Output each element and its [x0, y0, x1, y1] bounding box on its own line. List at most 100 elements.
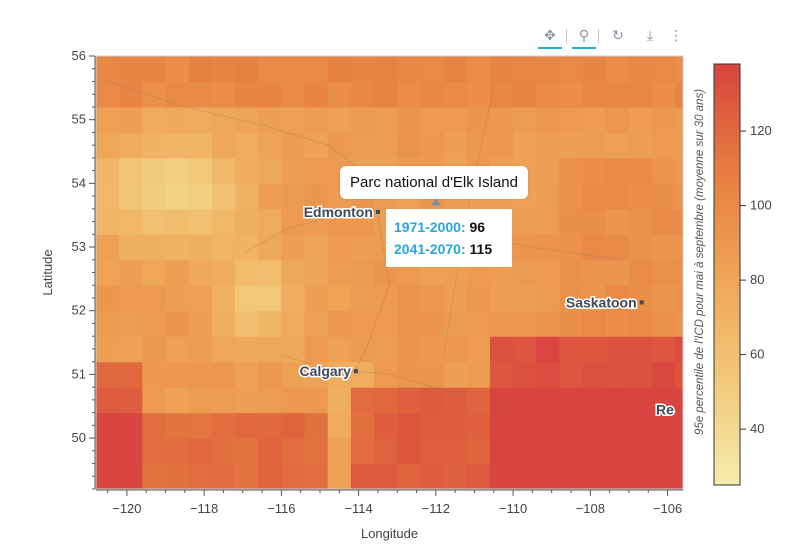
heatmap-cell	[350, 438, 375, 465]
heatmap-cell	[165, 183, 190, 210]
location-name: Parc national d'Elk Island	[350, 174, 518, 191]
heatmap-cell	[605, 234, 630, 261]
heatmap-cell	[142, 157, 167, 184]
x-tick-label: −112	[422, 501, 450, 516]
heatmap-cell	[628, 463, 653, 489]
heatmap-cell	[258, 56, 282, 57]
heatmap-cell	[559, 310, 584, 337]
heatmap-cell	[513, 106, 537, 134]
heatmap-cell	[350, 310, 375, 337]
heatmap-cell	[142, 208, 167, 235]
heatmap-cell	[536, 259, 561, 286]
heatmap-cell	[327, 361, 352, 388]
heatmap-cell	[559, 438, 584, 465]
heatmap-cell	[513, 310, 537, 337]
heatmap-cell	[582, 310, 607, 337]
heatmap-cell	[165, 106, 190, 134]
heatmap-grid	[96, 56, 683, 489]
heatmap-cell	[397, 106, 421, 134]
heatmap-cell	[582, 285, 607, 312]
heatmap-cell	[559, 336, 584, 363]
heatmap-cell	[466, 56, 491, 83]
x-tick-label: −114	[344, 501, 372, 516]
heatmap-cell	[327, 208, 352, 235]
heatmap-cell	[142, 132, 167, 159]
heatmap-cell	[582, 234, 607, 261]
heatmap-cell	[211, 208, 236, 235]
pan-icon[interactable]: ✥	[538, 25, 562, 49]
heatmap-cell	[582, 361, 607, 388]
heatmap-cell	[188, 234, 213, 261]
plot-toolbar: ✥ ⚲ ↻ ⤓ ⋮	[532, 22, 683, 52]
heatmap-cell	[211, 56, 236, 83]
heatmap-cell	[420, 285, 445, 312]
reset-icon[interactable]: ↻	[612, 28, 624, 44]
heatmap-cell	[397, 361, 421, 388]
heatmap-cell	[211, 438, 236, 465]
heatmap-cell	[281, 412, 306, 439]
heatmap-cell	[489, 387, 514, 414]
heatmap-cell	[211, 336, 236, 363]
heatmap-cell	[165, 259, 190, 286]
heatmap-cell	[327, 81, 352, 108]
period-historical: 1971-2000:	[394, 219, 466, 235]
wheel-zoom-icon[interactable]: ⚲	[572, 25, 596, 49]
basemap-line	[242, 208, 622, 261]
heatmap-cell	[605, 183, 630, 210]
heatmap-cell	[304, 387, 329, 414]
heatmap-cell	[258, 157, 282, 184]
heatmap-cell	[119, 132, 143, 159]
heatmap-cell	[258, 56, 282, 83]
heatmap-cell	[536, 463, 561, 489]
heatmap-cell	[582, 259, 607, 286]
heatmap-cell	[397, 336, 421, 363]
heatmap-cell	[235, 336, 259, 363]
heatmap-cell	[536, 412, 561, 439]
heatmap-cell	[489, 310, 514, 337]
heatmap-cell	[559, 56, 584, 83]
heatmap-cell	[211, 234, 236, 261]
heatmap-cell	[165, 285, 190, 312]
heatmap-cell	[350, 259, 375, 286]
heatmap-cell	[119, 438, 143, 465]
heatmap-cell	[304, 208, 329, 235]
heatmap-cell	[350, 361, 375, 388]
colorbar-tick-label: 100	[750, 198, 772, 213]
heatmap-cell	[675, 438, 683, 465]
heatmap-cell	[513, 132, 537, 159]
heatmap-cell	[327, 56, 352, 83]
heatmap-cell	[443, 56, 468, 57]
heatmap-cell	[165, 387, 190, 414]
heatmap-cell	[327, 336, 352, 363]
heatmap-cell	[281, 132, 306, 159]
heatmap-cell	[350, 285, 375, 312]
heatmap-cell	[420, 361, 445, 388]
heatmap-cell	[443, 56, 468, 83]
heatmap-cell	[605, 132, 630, 159]
heatmap-cell	[188, 361, 213, 388]
heatmap-cell	[188, 208, 213, 235]
heatmap-cell	[675, 157, 683, 184]
heatmap-cell	[605, 463, 630, 489]
heatmap-cell	[374, 56, 398, 57]
heatmap-cell	[258, 438, 282, 465]
heatmap-cell	[466, 336, 491, 363]
heatmap-cell	[258, 106, 282, 134]
heatmap-cell	[96, 157, 120, 184]
city-label: Edmonton	[302, 203, 380, 222]
x-tick-label: −120	[112, 501, 141, 516]
heatmap-cell	[652, 310, 676, 337]
heatmap-cell	[652, 234, 676, 261]
heatmap-cell	[582, 56, 607, 83]
save-icon[interactable]: ⤓	[646, 28, 654, 44]
heatmap-cell	[374, 412, 398, 439]
period-future: 2041-2070:	[394, 241, 466, 257]
heatmap-cell	[443, 285, 468, 312]
heatmap-cell	[258, 183, 282, 210]
more-icon[interactable]: ⋮	[669, 28, 683, 44]
city-name: Edmonton	[304, 204, 373, 220]
heatmap-cell	[281, 438, 306, 465]
heatmap-cell	[142, 463, 167, 489]
heatmap-cell	[96, 259, 120, 286]
